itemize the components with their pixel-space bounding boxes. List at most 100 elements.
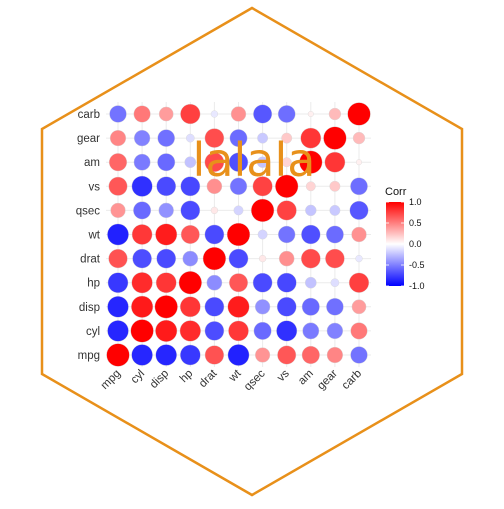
x-tick-label: mpg [99, 368, 123, 392]
corr-circle-vs-hp [276, 272, 297, 293]
corr-circle-vs-carb [277, 105, 296, 123]
corr-circle-cyl-cyl [130, 319, 154, 343]
corr-circle-hp-wt [180, 225, 200, 244]
legend-tick-label: 0.0 [409, 239, 422, 249]
corr-circle-gear-hp [330, 278, 340, 288]
y-tick-label: carb [78, 109, 100, 121]
corr-circle-drat-am [204, 152, 225, 173]
corr-circle-qsec-gear [257, 132, 269, 144]
corr-circle-carb-carb [347, 102, 371, 126]
corr-circle-am-drat [300, 248, 321, 269]
corr-circle-carb-hp [348, 272, 370, 293]
corr-circle-hp-gear [185, 133, 195, 143]
corr-circle-qsec-wt [257, 229, 268, 240]
corr-circle-drat-gear [204, 128, 225, 148]
corr-circle-qsec-carb [253, 104, 273, 124]
legend-tick-label: 0.5 [409, 218, 422, 228]
corr-circle-mpg-am [108, 153, 128, 172]
corr-circle-vs-cyl [276, 320, 298, 342]
corr-circle-hp-hp [178, 271, 202, 295]
corr-circle-hp-vs [180, 176, 201, 197]
corr-circle-disp-hp [155, 272, 177, 294]
corr-circle-wt-disp [227, 295, 250, 318]
y-tick-label: gear [77, 133, 100, 145]
corr-circle-disp-wt [155, 223, 178, 246]
corr-circle-wt-carb [230, 106, 247, 122]
legend-colorbar [386, 202, 404, 286]
corr-circle-drat-carb [210, 110, 219, 118]
corr-circle-carb-vs [350, 177, 368, 196]
corr-circle-carb-gear [352, 131, 366, 145]
x-tick-label: wt [226, 367, 244, 385]
corr-circle-cyl-vs [131, 175, 153, 197]
corr-circle-am-qsec [305, 204, 317, 217]
corr-circle-qsec-qsec [251, 198, 275, 222]
corr-circle-wt-hp [229, 273, 248, 293]
y-tick-label: drat [80, 254, 101, 266]
corr-circle-gear-mpg [326, 346, 343, 364]
x-tick-label: cyl [129, 368, 147, 386]
corr-circle-qsec-hp [252, 272, 273, 293]
corr-circle-vs-qsec [276, 200, 297, 221]
y-axis-labels: mpg cyl disp hp drat wt qsec vs am gear carb [76, 109, 101, 362]
corr-circle-gear-carb [328, 107, 342, 121]
corr-circle-cyl-disp [131, 295, 154, 318]
corr-circle-vs-disp [276, 296, 297, 317]
corr-circle-vs-gear [281, 132, 293, 144]
corr-circle-disp-cyl [155, 319, 178, 342]
corr-circle-disp-gear [157, 129, 175, 147]
corr-circle-am-wt [301, 224, 321, 245]
x-tick-label: carb [340, 368, 364, 392]
corr-circle-hp-carb [180, 103, 201, 125]
corr-circle-mpg-disp [107, 296, 129, 318]
corr-circle-disp-am [157, 153, 176, 172]
corr-circle-wt-mpg [227, 344, 250, 366]
corr-circle-cyl-qsec [133, 201, 152, 220]
corr-circle-wt-qsec [233, 205, 244, 216]
corr-circle-gear-drat [325, 248, 345, 269]
corr-circle-qsec-disp [254, 299, 271, 315]
corr-circle-wt-cyl [228, 320, 249, 342]
corr-circle-hp-qsec [180, 200, 201, 221]
corr-circle-qsec-cyl [253, 321, 272, 340]
corr-circle-cyl-hp [131, 272, 153, 294]
corr-circle-wt-am [228, 152, 249, 172]
corr-circle-carb-cyl [350, 322, 368, 340]
legend-ticks: 1.0 0.5 0.0 -0.5 -1.0 [386, 197, 425, 291]
corr-circle-mpg-hp [107, 272, 129, 293]
corr-circle-disp-disp [154, 295, 178, 319]
corr-circle-carb-am [356, 159, 362, 166]
corr-circle-hp-am [184, 156, 197, 168]
overlay-text: lalala [193, 133, 316, 187]
corr-circle-am-am [299, 150, 323, 174]
x-tick-label: drat [197, 367, 220, 390]
corr-circle-gear-qsec [329, 204, 341, 216]
corr-circle-mpg-carb [109, 105, 127, 123]
corr-circle-am-cyl [302, 322, 320, 340]
corr-circle-mpg-wt [107, 223, 129, 246]
y-tick-label: am [84, 157, 100, 169]
corr-circle-qsec-mpg [255, 347, 271, 363]
corr-circle-mpg-vs [108, 176, 128, 196]
y-tick-label: qsec [76, 205, 101, 217]
corr-circle-mpg-gear [109, 130, 127, 147]
corr-circle-wt-gear [229, 129, 248, 147]
legend-tick-label: -0.5 [409, 260, 425, 270]
corr-circle-disp-mpg [155, 344, 177, 366]
y-tick-label: vs [89, 181, 101, 193]
corr-circle-am-gear [300, 127, 322, 149]
corr-circle-carb-qsec [349, 200, 369, 220]
corr-circle-cyl-carb [133, 105, 151, 123]
legend-tick-label: 1.0 [409, 197, 422, 207]
corr-circle-am-disp [301, 297, 320, 316]
x-tick-label: vs [275, 367, 292, 384]
corr-circle-mpg-drat [108, 248, 128, 269]
corr-circle-cyl-drat [132, 248, 152, 269]
legend-title: Corr [385, 186, 407, 198]
corr-circle-wt-drat [228, 248, 249, 269]
corr-circle-carb-drat [355, 254, 363, 263]
corr-circle-vs-am [281, 157, 292, 168]
corr-circle-gear-wt [326, 225, 344, 244]
corr-circle-disp-qsec [158, 202, 174, 219]
